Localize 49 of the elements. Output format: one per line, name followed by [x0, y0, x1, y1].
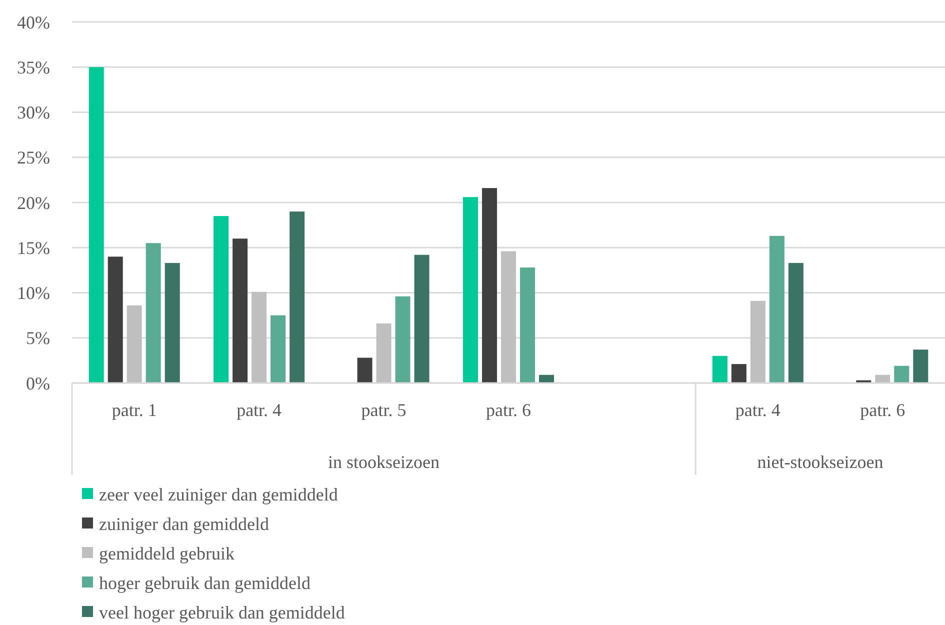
- y-tick-label: 40%: [17, 12, 50, 32]
- bar: [482, 188, 497, 383]
- x-tick-label: patr. 6: [860, 400, 906, 420]
- y-tick-label: 10%: [17, 283, 50, 304]
- bar: [164, 262, 180, 383]
- bar: [108, 256, 123, 383]
- y-tick-label: 5%: [26, 328, 50, 348]
- bar: [875, 374, 890, 383]
- bar: [769, 236, 784, 383]
- bar: [88, 67, 104, 383]
- bar: [750, 300, 766, 383]
- bar: [357, 358, 372, 383]
- legend-label: zeer veel zuiniger dan gemiddeld: [99, 484, 338, 504]
- y-tick-label: 0%: [26, 373, 50, 394]
- bar: [414, 254, 430, 383]
- bar: [712, 356, 728, 383]
- bar: [146, 243, 161, 383]
- x-tick-label: patr. 4: [735, 400, 780, 420]
- legend-label: hoger gebruik dan gemiddeld: [99, 572, 310, 593]
- bar: [376, 323, 392, 383]
- bar: [395, 296, 410, 383]
- legend-label: zuiniger dan gemiddeld: [99, 514, 269, 534]
- bar: [788, 262, 804, 383]
- y-tick-label: 35%: [17, 57, 50, 78]
- x-tick-label: patr. 1: [112, 400, 157, 420]
- text: niet-stookseizoen: [757, 452, 884, 472]
- bar: [214, 216, 229, 383]
- x-tick-label: patr. 5: [361, 400, 406, 420]
- legend-label: gemiddeld gebruik: [99, 543, 234, 564]
- y-tick-label: 25%: [17, 148, 50, 168]
- legend-label: veel hoger gebruik dan gemiddeld: [99, 602, 345, 622]
- bar: [252, 292, 267, 383]
- x-tick-label: patr. 6: [486, 400, 531, 420]
- x-tick-label: patr. 4: [236, 400, 282, 420]
- y-tick-label: 15%: [17, 238, 50, 258]
- bar: [501, 251, 516, 383]
- text: in stookseizoen: [328, 452, 440, 472]
- bar: [894, 366, 910, 383]
- bar: [520, 267, 535, 383]
- bar: [126, 305, 142, 383]
- y-tick-label: 30%: [17, 102, 50, 123]
- bar: [913, 350, 928, 383]
- bar: [463, 197, 478, 383]
- bar: [290, 212, 305, 383]
- bar: [232, 238, 248, 383]
- bar: [731, 364, 746, 383]
- bar: [539, 374, 554, 383]
- bar: [270, 315, 286, 383]
- y-tick-label: 20%: [17, 192, 50, 213]
